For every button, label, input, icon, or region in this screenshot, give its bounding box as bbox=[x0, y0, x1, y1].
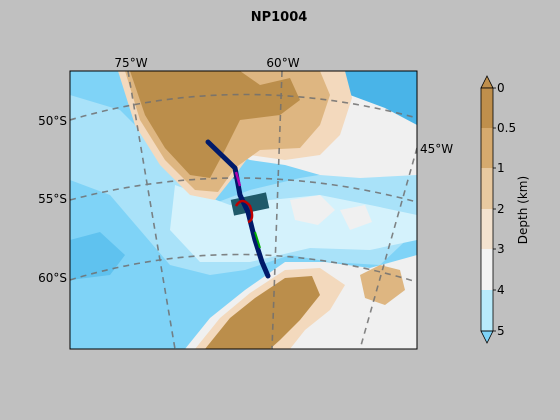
lat-label-55s: 55°S bbox=[38, 192, 67, 206]
map-panel: 75°W 60°W 45°W 50°S 55°S 60°S bbox=[38, 56, 453, 350]
patagonia-land-dark bbox=[130, 71, 300, 178]
colorbar-tick-label: 4 bbox=[497, 283, 505, 297]
cruise-track bbox=[205, 139, 271, 279]
graticule bbox=[70, 71, 417, 349]
colorbar-band-4 bbox=[481, 249, 493, 290]
map-title: NP1004 bbox=[251, 10, 308, 25]
colorbar-frame bbox=[480, 87, 494, 332]
map-frame bbox=[69, 70, 418, 350]
colorbar-band-1 bbox=[481, 128, 493, 168]
colorbar-tick-label: 0 bbox=[497, 81, 505, 95]
colorbar-tick-label: 2 bbox=[497, 202, 505, 216]
colorbar-tick-label: 5 bbox=[497, 324, 505, 338]
lat-label-50s: 50°S bbox=[38, 114, 67, 128]
colorbar-tick-label: 0.5 bbox=[497, 121, 516, 135]
colorbar-tick-label: 3 bbox=[497, 242, 505, 256]
colorbar-tick-label: 1 bbox=[497, 161, 505, 175]
western-deep-basin bbox=[70, 232, 125, 280]
colorbar-top-arrow bbox=[480, 75, 494, 89]
island-east bbox=[360, 265, 405, 305]
colorbar-axis-label: Depth (km) bbox=[516, 176, 530, 244]
colorbar-band-5 bbox=[481, 290, 493, 331]
colorbar-band-3 bbox=[481, 209, 493, 249]
shelf-patches bbox=[290, 195, 372, 230]
track-segment-green bbox=[254, 231, 261, 249]
shallow-ocean-ridge bbox=[170, 185, 417, 262]
antarctic-land-dark bbox=[205, 276, 320, 349]
lat-label-60s: 60°S bbox=[38, 271, 67, 285]
track-line bbox=[205, 139, 271, 279]
colorbar-band-0 bbox=[481, 88, 493, 128]
colorbar-band-2 bbox=[481, 168, 493, 209]
colorbar: 0 0.5 1 2 3 4 5 Depth (km) bbox=[480, 75, 530, 344]
colorbar-bottom-arrow bbox=[480, 330, 494, 344]
lon-label-45w: 45°W bbox=[420, 142, 453, 156]
track-segment-magenta bbox=[234, 171, 242, 187]
lon-label-60w: 60°W bbox=[266, 56, 299, 70]
colorbar-ticks bbox=[493, 87, 496, 332]
lon-label-75w: 75°W bbox=[114, 56, 147, 70]
track-segment-red bbox=[234, 199, 254, 224]
